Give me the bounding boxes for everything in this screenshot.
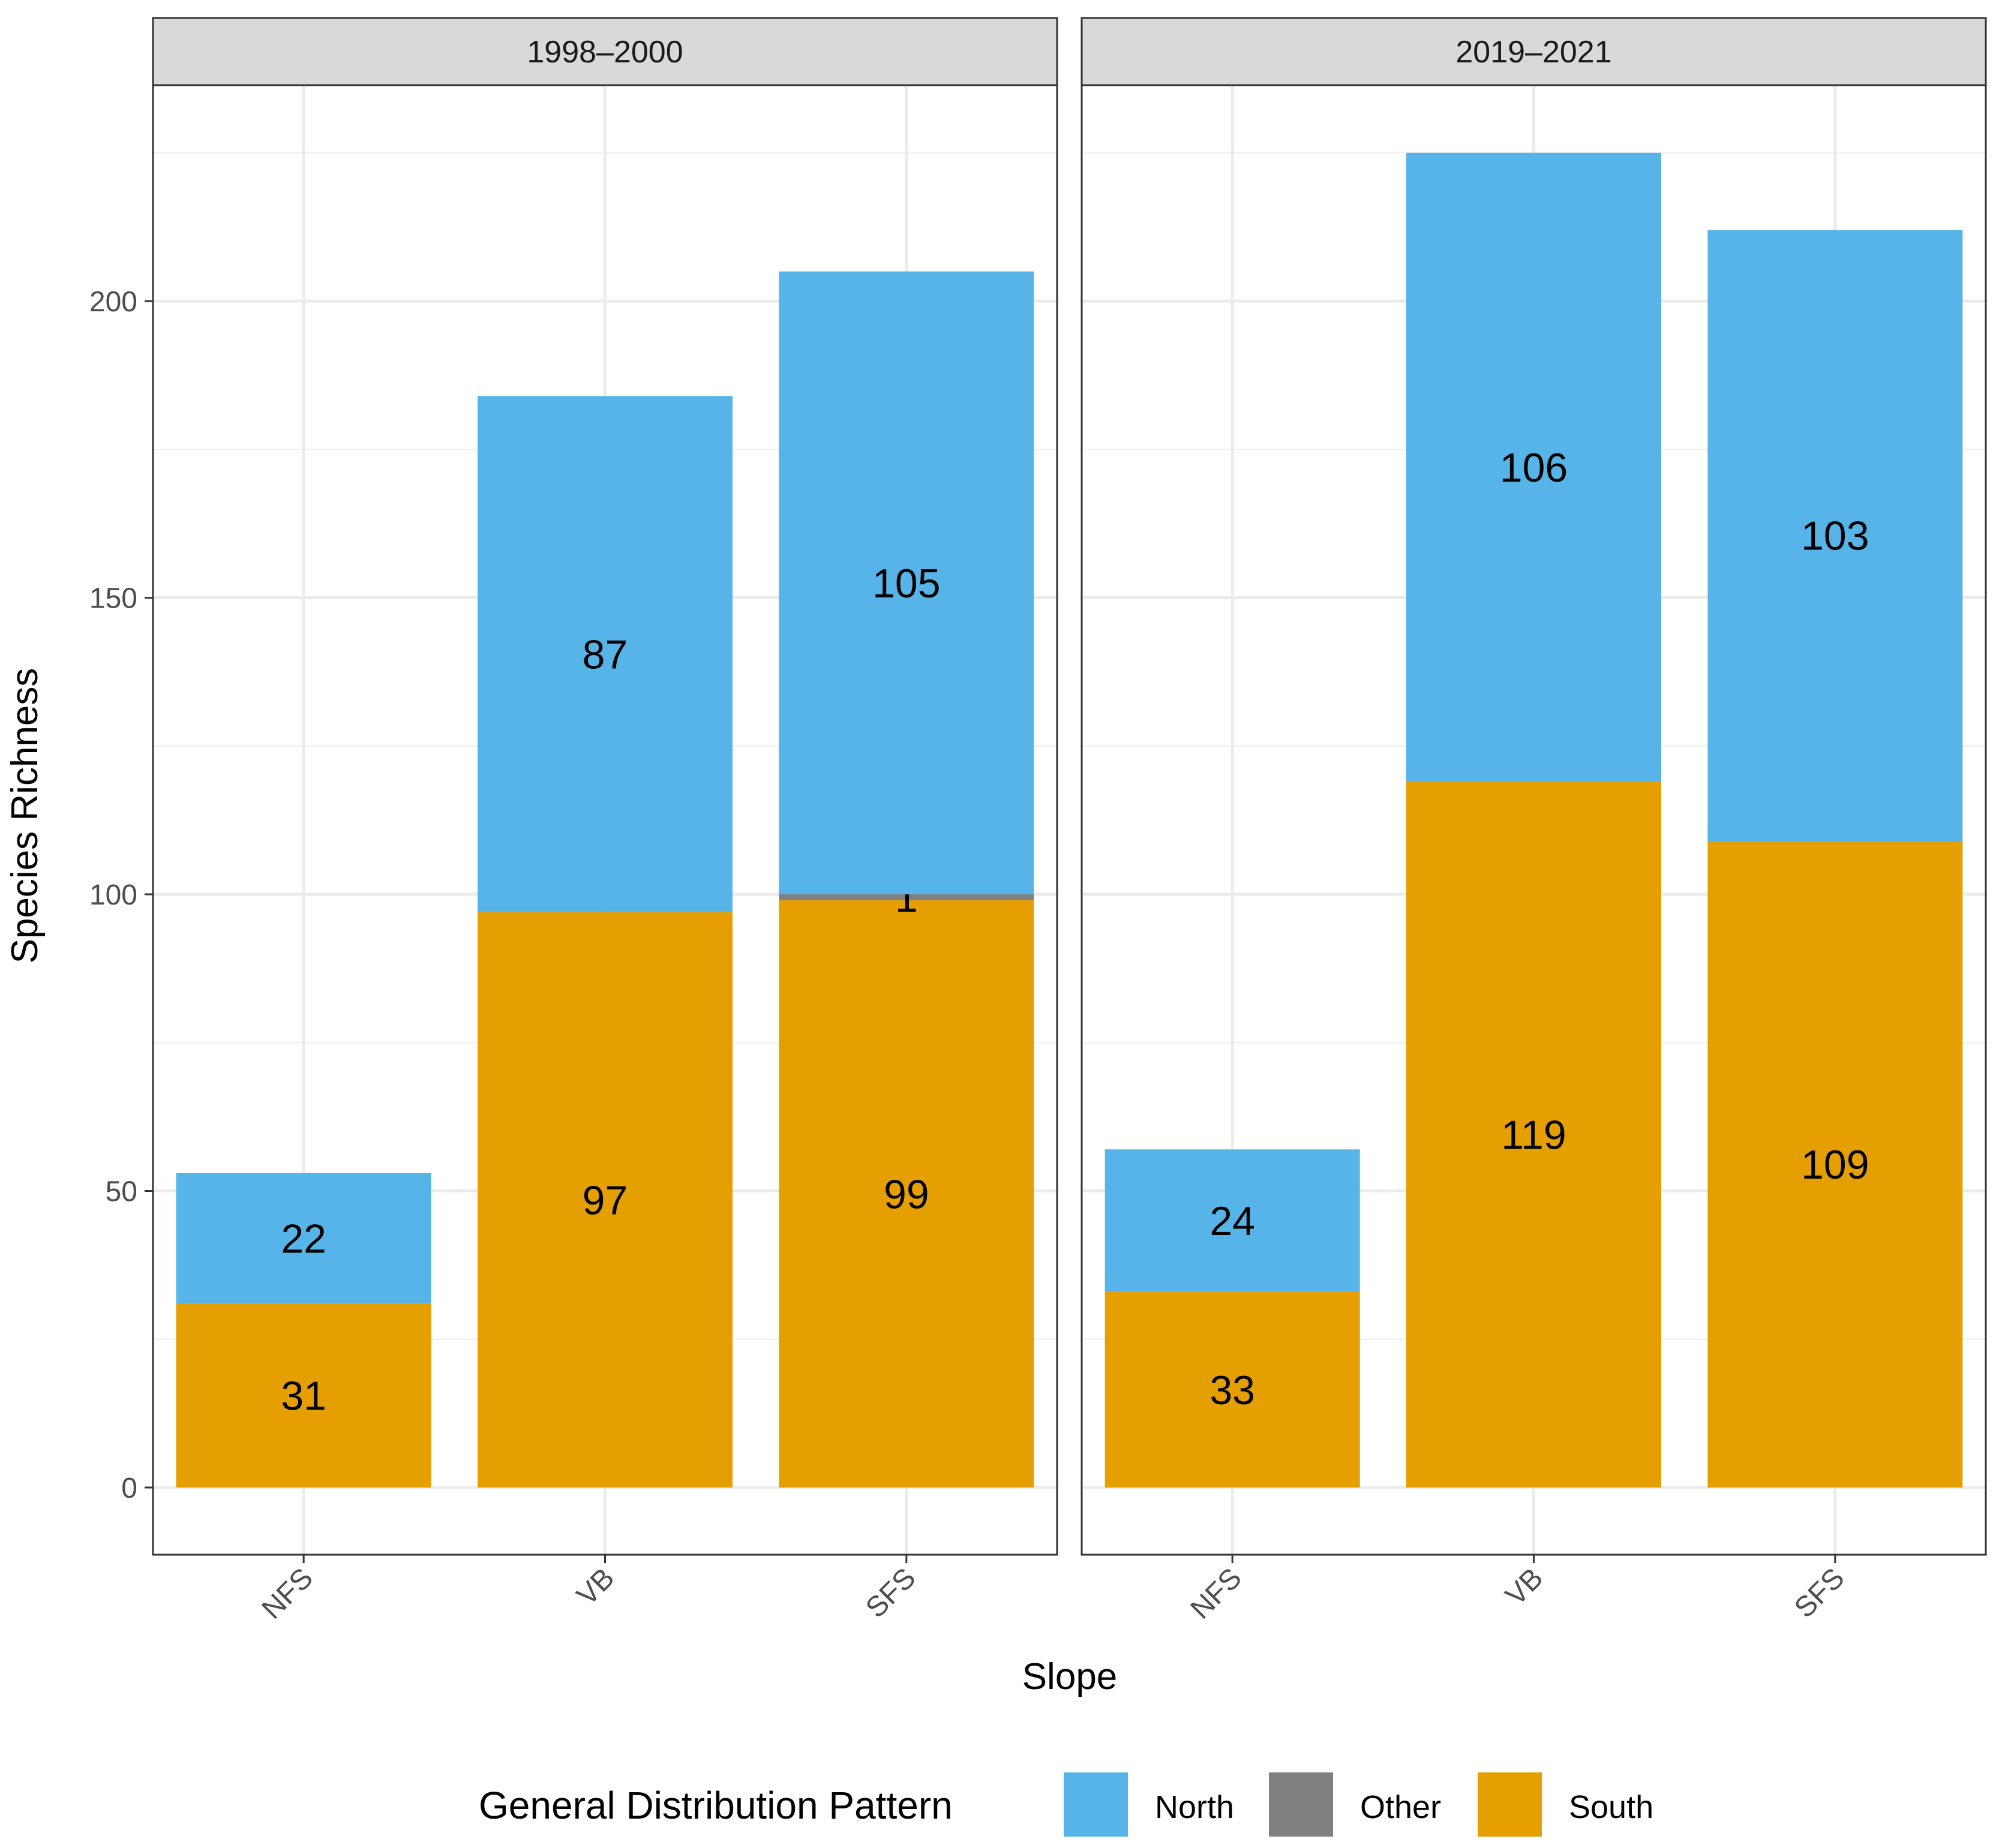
bar-south-vb <box>478 912 733 1488</box>
bar-value-label: 109 <box>1801 1142 1869 1188</box>
x-axis-title: Slope <box>1022 1656 1118 1697</box>
legend-key-south <box>1478 1772 1542 1837</box>
legend-label-south: South <box>1569 1789 1653 1825</box>
x-tick-label: VB <box>1500 1562 1550 1612</box>
bar-north-nfs <box>176 1173 431 1304</box>
bar-north-vb <box>1406 152 1661 782</box>
bar-value-label: 97 <box>583 1177 628 1223</box>
bar-south-nfs <box>1104 1291 1360 1488</box>
x-tick-label: VB <box>571 1562 621 1612</box>
x-tick-label: SFS <box>1788 1562 1850 1624</box>
facet-strip-label: 2019–2021 <box>1455 35 1611 70</box>
x-tick-label: NFS <box>1185 1562 1248 1625</box>
bar-value-label: 22 <box>281 1216 326 1262</box>
bar-value-label: 87 <box>583 632 628 677</box>
y-tick-label: 0 <box>121 1473 137 1504</box>
facet-strip <box>152 17 1058 86</box>
facet-strip-label: 1998–2000 <box>527 35 683 70</box>
panel-2: 33 24 119 106 109 103 2019–2021 NFS VB SFS <box>1080 17 1987 1625</box>
y-tick-label: 100 <box>89 879 137 911</box>
y-tick-label: 50 <box>106 1176 137 1208</box>
bar-south-nfs <box>176 1303 431 1488</box>
bar-north-sfs <box>779 271 1034 894</box>
bar-value-label: 99 <box>884 1171 929 1217</box>
bar-value-label: 106 <box>1500 445 1568 491</box>
legend-title: General Distribution Pattern <box>479 1784 953 1827</box>
legend-label-north: North <box>1155 1789 1234 1825</box>
bar-value-label: 119 <box>1501 1113 1566 1158</box>
y-axis-title: Species Richness <box>4 668 46 964</box>
bar-value-label: 31 <box>281 1374 326 1419</box>
legend-label-other: Other <box>1360 1789 1441 1825</box>
x-tick-label: SFS <box>860 1562 922 1624</box>
bar-south-vb <box>1406 782 1661 1488</box>
bar-north-sfs <box>1707 230 1963 841</box>
bar-value-label: 24 <box>1209 1198 1255 1244</box>
bar-north-vb <box>478 396 733 912</box>
y-tick-label: 150 <box>89 583 137 615</box>
bar-south-sfs <box>779 900 1034 1488</box>
bar-other-sfs <box>779 894 1034 900</box>
bar-value-label: 103 <box>1801 513 1869 559</box>
facet-strip <box>1080 17 1987 86</box>
legend-key-other <box>1269 1772 1333 1837</box>
legend-key-north <box>1064 1772 1128 1837</box>
y-tick-label: 200 <box>89 286 137 318</box>
bar-north-nfs <box>1104 1149 1360 1292</box>
legend: General Distribution Pattern North Other S… <box>479 1772 1653 1837</box>
bar-value-label: 33 <box>1209 1368 1255 1413</box>
x-tick-label: NFS <box>256 1562 319 1625</box>
bar-south-sfs <box>1707 840 1963 1488</box>
bar-value-label: 105 <box>872 561 940 606</box>
